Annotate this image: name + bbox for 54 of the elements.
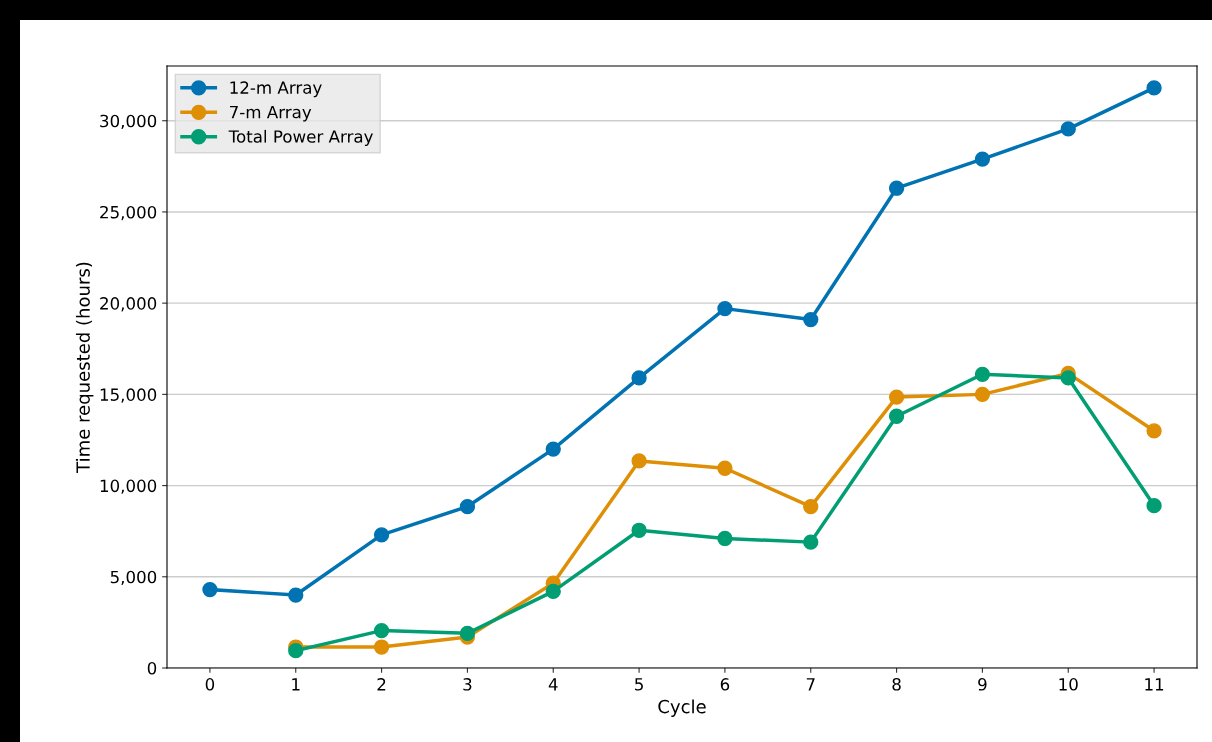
x-tick-label: 4 — [548, 678, 558, 691]
y-tick-label: 10,000 — [100, 479, 157, 494]
x-tick-label: 2 — [377, 678, 386, 691]
point — [459, 625, 476, 641]
point — [288, 643, 304, 659]
x-tick-label: 7 — [806, 678, 815, 691]
point — [888, 408, 905, 424]
x-tick-label: 9 — [978, 678, 987, 691]
y-tick-label: 20,000 — [100, 297, 157, 312]
y-tick-label: 15,000 — [100, 388, 157, 403]
x-tick-label: 3 — [463, 678, 472, 691]
point — [1146, 498, 1162, 514]
point — [1060, 121, 1076, 137]
point — [974, 151, 991, 167]
point — [631, 522, 647, 538]
x-tick-label: 8 — [892, 678, 901, 691]
point — [974, 386, 991, 403]
point — [803, 498, 819, 515]
point — [373, 527, 390, 543]
point — [888, 180, 905, 196]
legend-label: 12-m Array — [230, 81, 322, 98]
point — [1146, 80, 1162, 96]
y-tick-label: 25,000 — [100, 205, 157, 221]
point — [803, 534, 819, 550]
point — [974, 366, 991, 382]
x-tick-label: 1 — [292, 678, 300, 691]
point — [545, 583, 561, 600]
point — [373, 622, 390, 639]
point — [631, 370, 647, 386]
x-tick-label: 10 — [1059, 678, 1078, 691]
point — [288, 587, 304, 603]
legend-label: 7-m Array — [230, 105, 312, 122]
x-tick-label: 6 — [720, 678, 730, 691]
y-axis-title: Time requested (hours) — [75, 262, 94, 473]
x-tick-label: 0 — [205, 678, 215, 691]
point — [373, 639, 390, 655]
point — [717, 530, 733, 547]
x-axis-title: Cycle — [658, 699, 706, 717]
point — [545, 441, 561, 457]
point — [1060, 370, 1076, 386]
point — [717, 300, 733, 317]
point — [888, 389, 905, 405]
point — [202, 581, 218, 598]
y-tick-label: 0 — [147, 661, 157, 675]
point — [717, 460, 733, 476]
legend-label: Total Power Array — [228, 129, 373, 147]
point — [1146, 423, 1162, 439]
point — [459, 498, 476, 515]
y-tick-label: 5,000 — [110, 570, 157, 586]
point — [803, 311, 819, 328]
x-tick-label: 5 — [635, 678, 643, 691]
y-tick-label: 30,000 — [100, 114, 157, 129]
point — [631, 453, 647, 469]
x-tick-label: 11 — [1145, 678, 1164, 691]
